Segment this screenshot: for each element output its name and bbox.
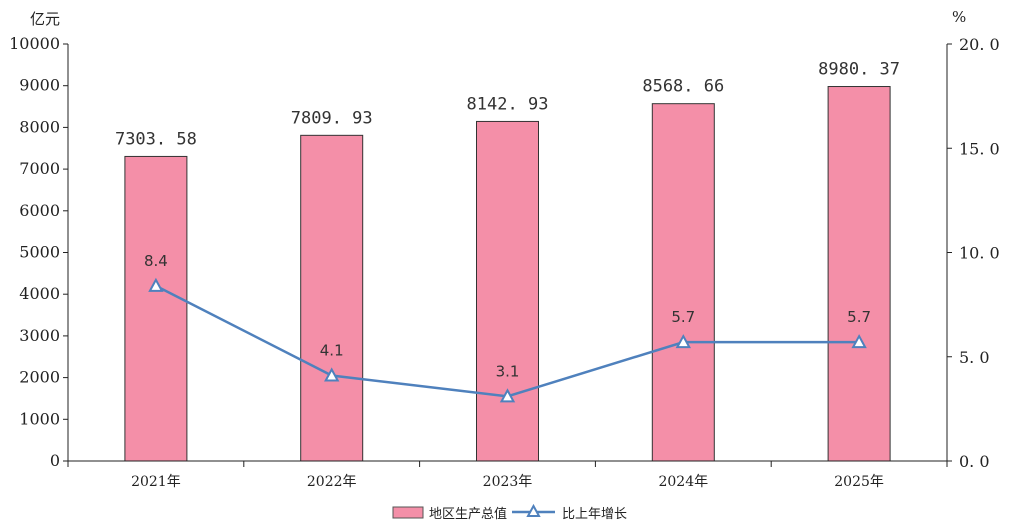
x-tick-label: 2024年 — [658, 474, 708, 490]
bar-value-label: 8568. 66 — [642, 77, 724, 97]
legend-bar-label: 地区生产总值 — [429, 506, 507, 522]
x-axis: 2021年 2022年 2023年 2024年 2025年 — [67, 460, 948, 490]
line-point-label: 5.7 — [847, 308, 871, 326]
left-tick-label: 7000 — [19, 159, 60, 178]
left-tick-label: 4000 — [19, 284, 60, 303]
bar — [476, 120, 539, 462]
bar-value-label: 8980. 37 — [818, 60, 900, 80]
line-point-marker — [675, 334, 691, 349]
x-tick-label: 2022年 — [307, 474, 357, 490]
line-point-label: 8.4 — [144, 252, 168, 270]
line-point-label: 5.7 — [671, 308, 695, 326]
bar — [827, 86, 891, 462]
left-tick-label: 2000 — [19, 368, 60, 387]
left-tick-label: 0 — [50, 451, 60, 470]
x-tick-label: 2023年 — [483, 474, 533, 490]
line-value-labels: 8.4 4.1 3.1 5.7 5.7 — [144, 252, 871, 381]
left-tick-label: 3000 — [19, 326, 60, 345]
legend-line-marker — [526, 503, 541, 517]
left-tick-label: 10000 — [9, 34, 60, 53]
left-axis-unit: 亿元 — [30, 10, 60, 28]
legend-line-label: 比上年增长 — [562, 507, 627, 522]
x-tick-label: 2021年 — [131, 474, 181, 490]
right-tick-label: 5. 0 — [959, 348, 990, 367]
right-tick-label: 20. 0 — [959, 35, 1000, 54]
right-tick-label: 10. 0 — [959, 244, 1000, 263]
right-axis-unit: % — [952, 8, 966, 26]
bar-series — [124, 86, 891, 462]
bar — [300, 134, 364, 462]
line-point-marker — [324, 367, 340, 382]
left-tick-label: 6000 — [19, 201, 60, 220]
line-point-label: 4.1 — [320, 342, 344, 360]
line-point-marker — [148, 277, 164, 292]
legend-bar-swatch — [392, 506, 424, 519]
bar — [124, 155, 188, 462]
left-tick-label: 9000 — [19, 76, 60, 95]
line-point-label: 3.1 — [496, 362, 520, 380]
bar-value-label: 8142. 93 — [467, 94, 549, 114]
bar-value-label: 7809. 93 — [291, 108, 373, 128]
left-axis: 0 1000 2000 3000 4000 5000 6000 7000 8000 9000 100… — [9, 34, 69, 470]
line-series — [148, 277, 867, 403]
right-tick-label: 0. 0 — [959, 452, 990, 471]
left-tick-label: 5000 — [19, 243, 60, 262]
legend: 地区生产总值 比上年增长 — [392, 503, 627, 522]
bar — [651, 103, 715, 462]
bar-value-labels: 7303. 58 7809. 93 8142. 93 8568. 66 8980. 37 — [115, 60, 900, 150]
bar-value-label: 7303. 58 — [115, 129, 197, 149]
x-tick-label: 2025年 — [834, 474, 884, 490]
line-point-marker — [499, 388, 516, 403]
right-tick-label: 15. 0 — [959, 139, 1000, 158]
line-point-marker — [851, 334, 867, 349]
left-tick-label: 1000 — [19, 409, 60, 428]
right-axis: 0. 0 5. 0 10. 0 15. 0 20. 0 — [946, 35, 1000, 471]
left-tick-label: 8000 — [19, 117, 60, 136]
